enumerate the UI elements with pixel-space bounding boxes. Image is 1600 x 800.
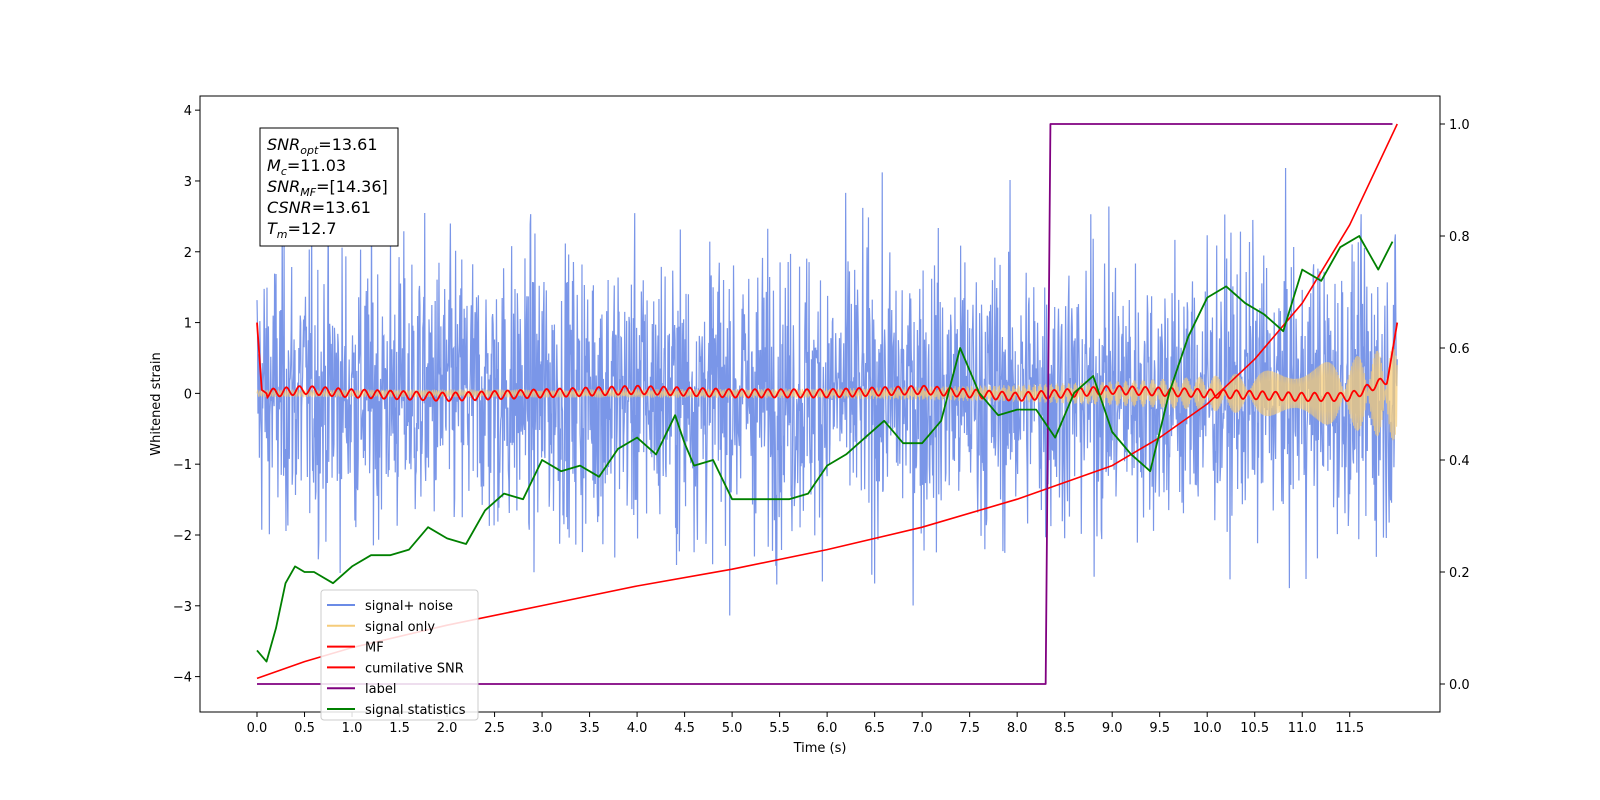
x-tick-label: 6.5 — [864, 721, 885, 736]
y2-tick-label: 0.8 — [1449, 230, 1470, 245]
y-axis-left: 4 3 2 1 0 −1 −2 −3 −4 — [173, 104, 200, 686]
y-axis-right: 1.0 0.8 0.6 0.4 0.2 0.0 — [1440, 118, 1470, 693]
x-tick-label: 9.0 — [1102, 721, 1123, 736]
annotation-line: SNRopt=13.61 — [267, 135, 378, 157]
y2-tick-label: 0.2 — [1449, 566, 1470, 581]
x-tick-label: 8.0 — [1007, 721, 1028, 736]
y-tick-label: −4 — [173, 671, 192, 686]
legend-label: signal only — [365, 620, 435, 635]
y2-tick-label: 1.0 — [1449, 118, 1470, 133]
y-tick-label: −2 — [173, 529, 192, 544]
annotation-line: SNRMF=[14.36] — [267, 177, 388, 199]
y-tick-label: −1 — [173, 458, 192, 473]
legend: signal+ noise signal only MF cumilative SNR… — [320, 589, 479, 721]
annotation-line: Mc=11.03 — [267, 156, 346, 178]
legend-label: label — [365, 682, 396, 697]
annotation-box: SNRopt=13.61Mc=11.03SNRMF=[14.36]CSNR=13… — [259, 127, 399, 247]
y2-tick-label: 0.4 — [1449, 454, 1470, 469]
x-tick-label: 3.0 — [532, 721, 553, 736]
signal-noise-series — [256, 167, 1398, 616]
label-line — [257, 123, 1393, 685]
y2-tick-label: 0.6 — [1449, 342, 1470, 357]
x-tick-label: 10.5 — [1240, 721, 1269, 736]
y-tick-label: 2 — [184, 246, 192, 261]
y-tick-label: 1 — [184, 317, 192, 332]
x-tick-label: 0.5 — [294, 721, 315, 736]
signal-statistics-series — [256, 235, 1394, 663]
x-tick-label: 4.0 — [627, 721, 648, 736]
x-tick-label: 11.5 — [1335, 721, 1364, 736]
y-tick-label: −3 — [173, 600, 192, 615]
x-tick-label: 5.5 — [769, 721, 790, 736]
x-tick-label: 4.5 — [674, 721, 695, 736]
x-tick-label: 7.5 — [959, 721, 980, 736]
y2-tick-label: 0.0 — [1449, 678, 1470, 693]
annotation-line: CSNR=13.61 — [267, 198, 371, 217]
x-tick-label: 10.0 — [1193, 721, 1222, 736]
x-tick-label: 0.0 — [247, 721, 268, 736]
label-series — [257, 123, 1393, 685]
signal-statistics-line — [256, 235, 1394, 663]
legend-label: MF — [365, 641, 384, 656]
legend-label: cumilative SNR — [365, 661, 464, 676]
x-tick-label: 1.0 — [342, 721, 363, 736]
x-tick-label: 2.5 — [484, 721, 505, 736]
y-tick-label: 3 — [184, 175, 192, 190]
legend-label: signal+ noise — [365, 599, 453, 614]
x-tick-label: 3.5 — [579, 721, 600, 736]
x-tick-label: 7.0 — [912, 721, 933, 736]
x-tick-label: 11.0 — [1288, 721, 1317, 736]
x-tick-label: 8.5 — [1054, 721, 1075, 736]
x-axis-label: Time (s) — [793, 741, 847, 756]
annotation-line: Tm=12.7 — [267, 219, 337, 241]
mf-line — [256, 322, 1399, 403]
signal-noise-line — [256, 167, 1398, 616]
legend-label: signal statistics — [365, 703, 466, 718]
x-tick-label: 9.5 — [1149, 721, 1170, 736]
y-tick-label: 0 — [184, 387, 192, 402]
x-tick-label: 6.0 — [817, 721, 838, 736]
x-axis: 0.0 0.5 1.0 1.5 2.0 2.5 3.0 3.5 4.0 4.5 5.0 5.5 6.0 6… — [247, 712, 1364, 736]
plot-frame — [199, 95, 1441, 713]
x-tick-label: 5.0 — [722, 721, 743, 736]
y-axis-label: Whitened strain — [149, 352, 164, 455]
x-tick-label: 1.5 — [389, 721, 410, 736]
y-tick-label: 4 — [184, 104, 192, 119]
mf-series — [256, 322, 1399, 403]
x-tick-label: 2.0 — [437, 721, 458, 736]
